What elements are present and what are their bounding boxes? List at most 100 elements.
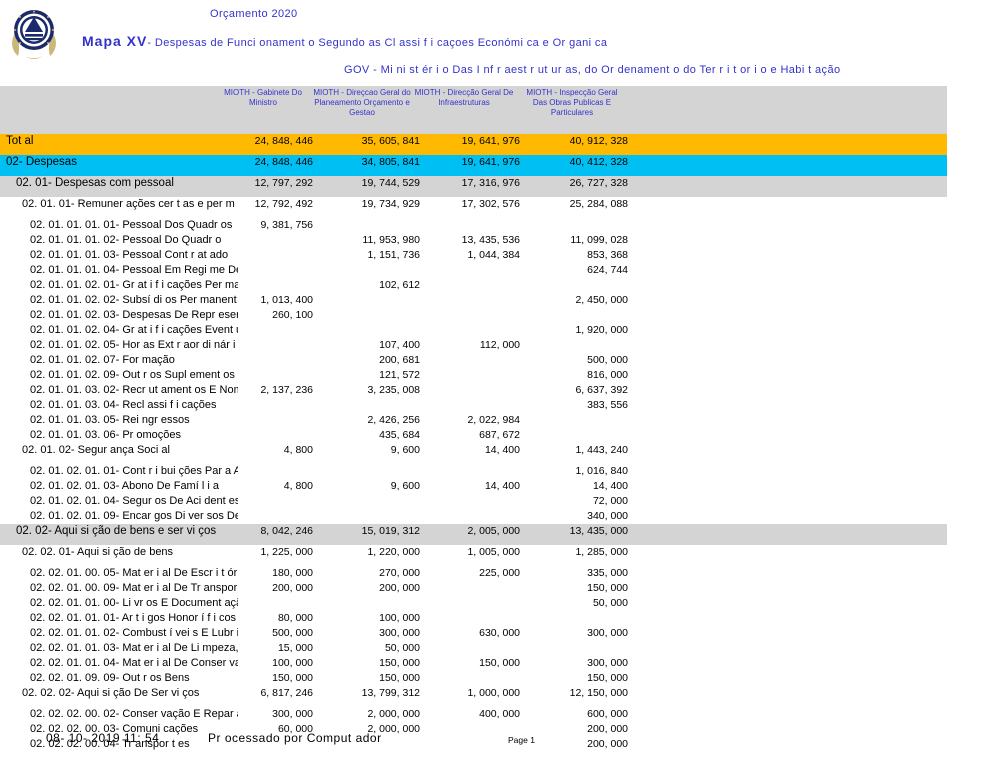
row-value-col-2: 121, 572: [379, 369, 420, 381]
national-coat-of-arms-emblem: [6, 2, 62, 64]
row-value-col-2: 35, 605, 841: [361, 135, 420, 147]
row-value-col-4: 72, 000: [592, 495, 628, 507]
row-value-col-1: 12, 797, 292: [254, 177, 313, 189]
col-mioth-igopp-line-3: Particulares: [550, 108, 594, 117]
row-label: 02. 02. 02. 00. 03- Comuni cações: [30, 723, 199, 735]
row-label: 02. 02. 01. 01. 02- Combust í vei s E Lu…: [30, 627, 238, 639]
col-mioth-dgi-line-2: Infraestruturas: [438, 98, 490, 107]
table-row: 02. 01. 01. 03. 02- Recr ut ament os E N…: [0, 383, 947, 398]
table-row: 02. 01. 01. 01. 02- Pessoal Do Quadr o 11…: [0, 233, 947, 248]
row-value-col-2: 1, 220, 000: [367, 546, 420, 558]
row-value-col-1: 2, 137, 236: [260, 384, 313, 396]
footer-timestamp: 08- 10- 2019 11: 54: [46, 731, 160, 745]
row-value-col-4: 1, 443, 240: [575, 444, 628, 456]
table-row: 02. 02. 02. 00. 03- Comuni cações 60, 000…: [0, 722, 947, 737]
row-value-col-2: 11, 953, 980: [362, 234, 420, 246]
row-value-col-3: 112, 000: [479, 339, 520, 351]
row-value-col-1: 200, 000: [272, 582, 313, 594]
table-row: 02. 02. 01. 00. 09- Mat er i al De Tr an…: [0, 581, 947, 596]
row-value-col-2: 19, 734, 929: [361, 198, 420, 210]
row-value-col-3: 630, 000: [479, 627, 520, 639]
row-value-col-1: 6, 817, 246: [260, 687, 313, 699]
row-label: 02. 02. 02. 00. 04- Tr anspor t es: [30, 738, 190, 750]
table-row: 02. 01. 01. 01. 03- Pessoal Cont r at ad…: [0, 248, 947, 263]
table-row: 02. 02. 02- Aqui si ção De Ser vi ços 6, …: [0, 686, 947, 707]
col-mioth-igopp: MIOTH - Inspecção Geral Das Obras Publica…: [518, 88, 626, 118]
table-row: 02. 01. 01. 03. 06- Pr omoções 435, 684 68…: [0, 428, 947, 443]
row-value-col-1: 1, 013, 400: [260, 294, 313, 306]
row-value-col-1: 4, 800: [283, 480, 313, 492]
row-label: 02. 01. 01. 01. 04- Pessoal Em Regi me D…: [30, 264, 238, 276]
table-row: 02. 01. 02. 01. 09- Encar gos Di ver sos…: [0, 509, 947, 524]
row-value-col-2: 2, 000, 000: [367, 708, 420, 720]
row-value-col-3: 400, 000: [479, 708, 520, 720]
col-mioth-dgpog: MIOTH - Direçcao Geral do Planeamento Orç…: [310, 88, 414, 118]
table-row: 02. 01. 02- Segur ança Soci al 4, 800 9, 6…: [0, 443, 947, 464]
table-row: 02. 01. 02. 01. 01- Cont r i bui ções Pa…: [0, 464, 947, 479]
row-value-col-3: 14, 400: [484, 480, 520, 492]
row-value-col-2: 150, 000: [379, 672, 420, 684]
row-value-col-2: 3, 235, 008: [367, 384, 420, 396]
table-row: 02. 02. 01. 01. 02- Combust í vei s E Lu…: [0, 626, 947, 641]
row-value-col-3: 687, 672: [479, 429, 520, 441]
col-mioth-gabinete: MIOTH - Gabinete Do Ministro: [214, 88, 312, 108]
row-value-col-1: 15, 000: [277, 642, 313, 654]
col-mioth-igopp-line-1: MIOTH - Inspecção Geral: [526, 88, 618, 97]
budget-year-heading: Orçamento 2020: [210, 8, 298, 20]
row-value-col-1: 260, 100: [272, 309, 313, 321]
row-value-col-2: 435, 684: [379, 429, 420, 441]
table-row: 02. 02. 01. 01. 03- Mat er i al De Li mp…: [0, 641, 947, 656]
row-label: 02. 01. 01. 02. 04- Gr at i f i cações E…: [30, 324, 238, 336]
row-value-col-3: 225, 000: [479, 567, 520, 579]
row-value-col-2: 9, 600: [390, 444, 420, 456]
budget-table: MIOTH - Gabinete Do Ministro MIOTH - Direç…: [0, 86, 947, 752]
row-value-col-4: 150, 000: [587, 672, 628, 684]
row-label: 02. 01. 01. 01. 02- Pessoal Do Quadr o: [30, 234, 222, 246]
row-label: 02. 02. 02. 00. 02- Conser vação E Repar…: [30, 708, 238, 720]
row-value-col-4: 200, 000: [587, 738, 628, 750]
row-value-col-1: 24, 848, 446: [254, 135, 313, 147]
row-label: 02. 02. 01. 01. 03- Mat er i al De Li mp…: [30, 642, 238, 654]
row-value-col-2: 9, 600: [390, 480, 420, 492]
row-value-col-4: 50, 000: [592, 597, 628, 609]
row-label: 02. 01. 01. 02. 07- For mação: [30, 354, 175, 366]
row-value-col-1: 1, 225, 000: [260, 546, 313, 558]
row-value-col-3: 1, 044, 384: [467, 249, 520, 261]
table-row: 02. 02. 02. 00. 02- Conser vação E Repar…: [0, 707, 947, 722]
row-value-col-4: 11, 099, 028: [570, 234, 628, 246]
row-label: 02. 01- Despesas com pessoal: [16, 177, 174, 189]
footer-processed-by: Pr ocessado por Comput ador: [208, 731, 382, 745]
row-value-col-1: 24, 848, 446: [254, 156, 313, 168]
row-label: 02. 01. 01. 02. 05- Hor as Ext r aor di …: [30, 339, 238, 351]
row-label: 02. 01. 01- Remuner ações cer t as e per…: [22, 198, 235, 210]
row-value-col-4: 40, 912, 328: [569, 135, 628, 147]
table-row: 02. 02. 01. 01. 04- Mat er i al De Conse…: [0, 656, 947, 671]
table-row: 02. 01. 01. 01. 01- Pessoal Dos Quadr os…: [0, 218, 947, 233]
table-row: 02. 02- Aqui si ção de bens e ser vi ços…: [0, 524, 947, 545]
row-value-col-1: 4, 800: [283, 444, 313, 456]
footer-page-number: Page 1: [508, 735, 535, 745]
row-label: 02. 02. 02- Aqui si ção De Ser vi ços: [22, 687, 200, 699]
table-row: 02. 01. 01. 01. 04- Pessoal Em Regi me D…: [0, 263, 947, 278]
row-value-col-4: 150, 000: [587, 582, 628, 594]
row-value-col-2: 34, 805, 841: [361, 156, 420, 168]
row-label: 02. 01. 01. 03. 06- Pr omoções: [30, 429, 182, 441]
col-mioth-gabinete-line-1: MIOTH - Gabinete Do: [224, 88, 302, 97]
row-value-col-1: 300, 000: [272, 708, 313, 720]
table-row: 02. 01. 01. 02. 02- Subsí di os Per mane…: [0, 293, 947, 308]
row-label: 02. 02. 01. 00. 05- Mat er i al De Escr …: [30, 567, 238, 579]
row-label: 02. 01. 02. 01. 01- Cont r i bui ções Pa…: [30, 465, 238, 477]
table-row: 02. 01. 01. 03. 04- Recl assi f i cações…: [0, 398, 947, 413]
row-value-col-4: 300, 000: [587, 657, 628, 669]
row-label: Tot al: [6, 135, 34, 147]
row-value-col-4: 1, 285, 000: [575, 546, 628, 558]
row-value-col-2: 15, 019, 312: [361, 525, 420, 537]
map-title-text: - Despesas de Funci onament o Segundo as…: [147, 37, 608, 49]
row-value-col-3: 14, 400: [484, 444, 520, 456]
row-label: 02- Despesas: [6, 156, 77, 168]
table-row: 02. 01. 02. 01. 04- Segur os De Aci dent…: [0, 494, 947, 509]
table-row: 02. 01. 01. 02. 07- For mação 200, 681 500…: [0, 353, 947, 368]
row-value-col-4: 2, 450, 000: [575, 294, 628, 306]
row-value-col-3: 1, 000, 000: [467, 687, 520, 699]
row-label: 02. 01. 01. 02. 02- Subsí di os Per mane…: [30, 294, 238, 306]
